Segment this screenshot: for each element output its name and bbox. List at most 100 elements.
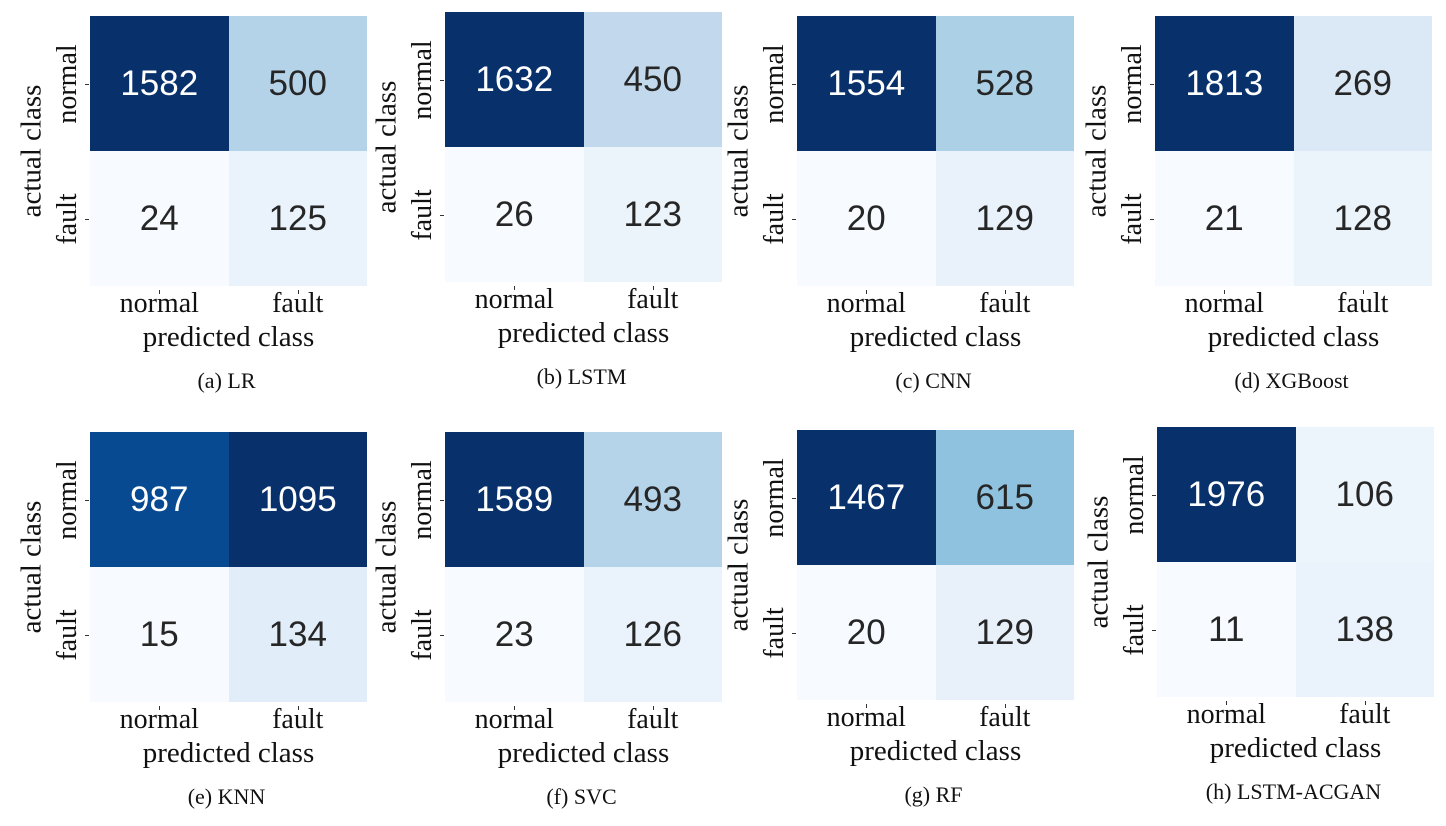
panel-caption: (h) LSTM-ACGAN [1205, 779, 1382, 804]
x-axis-label: predicted class [497, 317, 670, 349]
confusion-matrix-panel: 1813 269 21 128 normal fault actual class norma… [1065, 0, 1432, 400]
x-tick-mark [297, 290, 299, 294]
x-tick-mark [297, 706, 299, 710]
y-tick-label: normal [52, 459, 83, 540]
heatmap-cell: 1095 [228, 432, 367, 567]
panel-caption: (c) CNN [895, 368, 972, 393]
y-tick-label: fault [52, 192, 83, 245]
y-tick-mark [440, 634, 444, 636]
y-tick-mark [792, 218, 796, 220]
heatmap-cell: 20 [797, 151, 936, 286]
heatmap-cell: 129 [935, 565, 1074, 700]
panel-caption: (f) SVC [546, 784, 617, 809]
x-tick-mark [159, 290, 161, 294]
heatmap: 987 1095 15 134 [90, 432, 367, 702]
panel-caption: (b) LSTM [536, 364, 627, 389]
y-axis-label: actual class [370, 500, 403, 634]
x-axis-label: predicted class [1209, 732, 1382, 764]
x-axis-label: predicted class [1207, 321, 1380, 353]
heatmap-cell: 123 [583, 147, 722, 282]
y-tick-mark [1150, 218, 1154, 220]
x-tick-mark [652, 706, 654, 710]
heatmap-cell: 23 [445, 567, 584, 702]
y-tick-label: normal [407, 459, 438, 540]
confusion-matrix-panel: 1582 500 24 125 normal fault actual class norma… [0, 0, 367, 400]
heatmap-cell: 1554 [797, 16, 936, 151]
heatmap-cell: 26 [445, 147, 584, 282]
x-tick-mark [1004, 290, 1006, 294]
panel-caption: (e) KNN [187, 784, 266, 809]
x-tick-mark [1362, 290, 1364, 294]
y-tick-mark [85, 499, 89, 501]
confusion-matrix-panel: 1554 528 20 129 normal fault actual class norma… [707, 0, 1074, 400]
y-tick-mark [440, 79, 444, 81]
heatmap-cell: 20 [797, 565, 936, 700]
y-tick-label: normal [759, 457, 790, 538]
x-tick-mark [159, 706, 161, 710]
y-tick-label: fault [52, 608, 83, 661]
heatmap-cell: 15 [90, 567, 229, 702]
x-axis-label: predicted class [849, 735, 1022, 767]
x-tick-mark [514, 286, 516, 290]
x-tick-mark [1364, 701, 1366, 705]
confusion-matrix-panel: 1632 450 26 123 normal fault actual class norma… [355, 0, 722, 396]
heatmap-cell: 134 [228, 567, 367, 702]
heatmap-cell: 128 [1293, 151, 1432, 286]
confusion-matrix-panel: 1467 615 20 129 normal fault actual class norma… [707, 414, 1074, 814]
x-tick-mark [1004, 704, 1006, 708]
heatmap: 1589 493 23 126 [445, 432, 722, 702]
y-tick-mark [440, 499, 444, 501]
y-tick-label: fault [759, 606, 790, 659]
confusion-matrix-panel: 987 1095 15 134 normal fault actual class norma… [0, 416, 367, 816]
heatmap-cell: 1976 [1157, 427, 1296, 562]
panel-caption: (a) LR [197, 368, 256, 393]
x-tick-mark [866, 290, 868, 294]
y-tick-label: normal [1119, 454, 1150, 535]
y-axis-label: actual class [1080, 84, 1113, 218]
heatmap-cell: 125 [228, 151, 367, 286]
x-tick-mark [1226, 701, 1228, 705]
y-tick-mark [1152, 494, 1156, 496]
heatmap-cell: 1632 [445, 12, 584, 147]
heatmap-cell: 528 [935, 16, 1074, 151]
x-axis-label: predicted class [142, 321, 315, 353]
heatmap-cell: 987 [90, 432, 229, 567]
y-axis-label: actual class [722, 498, 755, 632]
heatmap: 1554 528 20 129 [797, 16, 1074, 286]
y-tick-label: fault [407, 608, 438, 661]
y-axis-label: actual class [370, 80, 403, 214]
heatmap-cell: 24 [90, 151, 229, 286]
y-axis-label: actual class [15, 84, 48, 218]
heatmap-cell: 129 [935, 151, 1074, 286]
confusion-matrix-panel: 1589 493 23 126 normal fault actual class norma… [355, 416, 722, 816]
x-axis-label: predicted class [142, 737, 315, 769]
y-tick-label: fault [759, 192, 790, 245]
x-axis-label: predicted class [497, 737, 670, 769]
y-tick-mark [792, 83, 796, 85]
heatmap-cell: 11 [1157, 562, 1296, 697]
heatmap: 1813 269 21 128 [1155, 16, 1432, 286]
y-tick-label: normal [1117, 43, 1148, 124]
panel-caption: (g) RF [904, 782, 963, 807]
heatmap-cell: 21 [1155, 151, 1294, 286]
y-tick-mark [1152, 629, 1156, 631]
y-tick-mark [1150, 83, 1154, 85]
y-tick-mark [85, 218, 89, 220]
heatmap: 1976 106 11 138 [1157, 427, 1434, 697]
heatmap: 1632 450 26 123 [445, 12, 722, 282]
panel-caption: (d) XGBoost [1234, 368, 1349, 393]
heatmap: 1467 615 20 129 [797, 430, 1074, 700]
heatmap-cell: 106 [1295, 427, 1434, 562]
heatmap-cell: 269 [1293, 16, 1432, 151]
heatmap-cell: 138 [1295, 562, 1434, 697]
y-tick-label: normal [759, 43, 790, 124]
y-tick-mark [85, 83, 89, 85]
confusion-matrix-panel: 1976 106 11 138 normal fault actual class norma… [1067, 411, 1434, 811]
y-axis-label: actual class [1082, 495, 1115, 629]
y-tick-label: fault [407, 188, 438, 241]
x-tick-mark [652, 286, 654, 290]
heatmap-cell: 500 [228, 16, 367, 151]
y-axis-label: actual class [15, 500, 48, 634]
y-tick-mark [85, 634, 89, 636]
heatmap-cell: 1589 [445, 432, 584, 567]
